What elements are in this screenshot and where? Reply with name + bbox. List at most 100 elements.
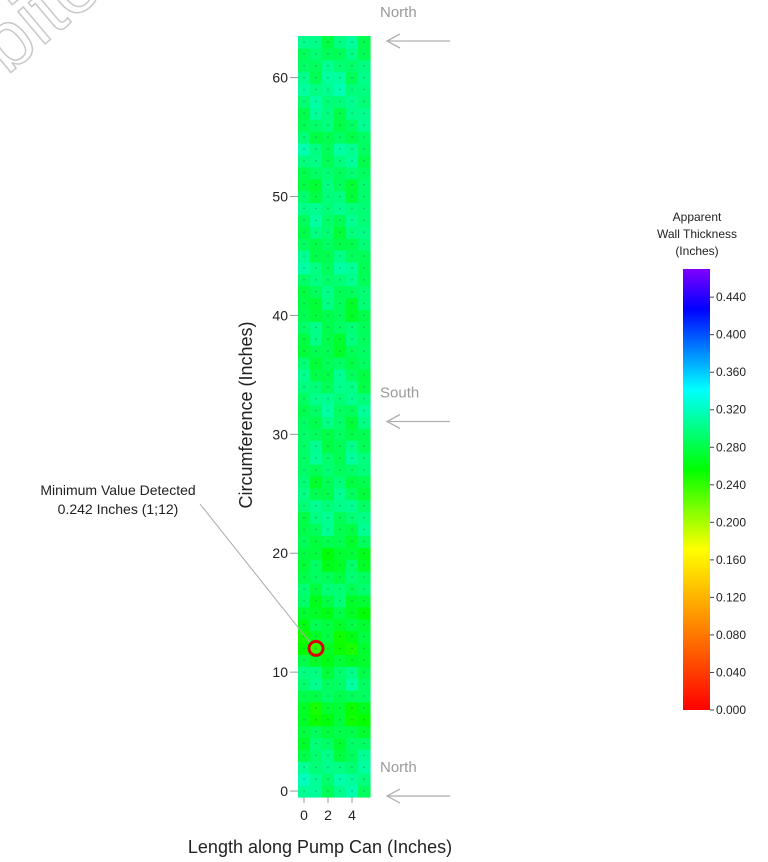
grid-dot (339, 718, 341, 721)
colorbar-tick-label: 0.240 (716, 478, 746, 492)
grid-dot (339, 374, 341, 376)
grid-dot (303, 148, 305, 150)
colorbar-tick-label: 0.400 (716, 328, 746, 342)
grid-dot (363, 528, 365, 531)
grid-dot (351, 409, 353, 412)
direction-arrow-head (385, 33, 401, 49)
grid-dot (327, 671, 329, 673)
grid-dot (315, 766, 317, 769)
grid-dot (303, 267, 305, 269)
grid-dot (339, 766, 341, 769)
grid-dot (339, 148, 341, 150)
grid-dot (327, 445, 329, 448)
measurement-grid-dots (303, 41, 365, 792)
grid-dot (351, 302, 353, 305)
grid-dot (339, 112, 341, 115)
grid-dot (339, 445, 341, 448)
grid-dot (315, 326, 317, 329)
grid-dot (351, 623, 353, 626)
grid-dot (363, 635, 365, 638)
grid-dot (339, 481, 341, 483)
grid-dot (339, 552, 341, 555)
grid-dot (351, 469, 353, 471)
grid-dot (339, 278, 341, 281)
grid-dot (327, 778, 329, 780)
grid-dot (363, 421, 365, 424)
grid-dot (363, 362, 365, 364)
grid-dot (351, 219, 353, 222)
grid-dot (363, 171, 365, 174)
grid-dot (327, 100, 329, 103)
grid-dot (363, 195, 365, 198)
grid-dot (351, 53, 353, 55)
grid-dot (303, 421, 305, 424)
grid-dot (303, 790, 305, 792)
colorbar-title-3: (Inches) (675, 244, 718, 258)
x-tick-label: 2 (324, 807, 332, 823)
grid-dot (315, 136, 317, 138)
grid-dot (315, 754, 317, 757)
grid-dot (363, 492, 365, 495)
grid-dot (315, 76, 317, 79)
grid-dot (327, 207, 329, 210)
grid-dot (303, 76, 305, 79)
direction-markers: North South North (380, 4, 450, 804)
grid-dot (339, 88, 341, 91)
grid-dot (363, 552, 365, 555)
grid-dot (363, 790, 365, 792)
colorbar-strip (683, 269, 710, 710)
grid-dot (327, 492, 329, 495)
grid-dot (303, 564, 305, 566)
grid-dot (315, 53, 317, 55)
grid-dot (327, 409, 329, 412)
grid-dot (351, 778, 353, 780)
grid-dot (363, 41, 365, 43)
grid-dot (339, 385, 341, 388)
grid-dot (339, 41, 341, 43)
colorbar-title-2: Wall Thickness (657, 227, 737, 241)
grid-dot (351, 504, 353, 507)
grid-dot (315, 362, 317, 364)
annotation-line1: Minimum Value Detected (40, 482, 195, 498)
grid-dot (303, 433, 305, 436)
grid-dot (351, 362, 353, 364)
grid-dot (339, 469, 341, 471)
grid-dot (303, 576, 305, 578)
grid-dot (339, 350, 341, 352)
grid-dot (339, 362, 341, 364)
grid-dot (363, 76, 365, 79)
grid-dot (363, 588, 365, 590)
grid-dot (315, 171, 317, 174)
grid-dot (327, 112, 329, 115)
y-tick-label: 50 (272, 189, 288, 205)
grid-dot (303, 707, 305, 709)
grid-dot (315, 124, 317, 126)
grid-dot (327, 314, 329, 317)
annotation-leader-line (199, 503, 311, 643)
grid-dot (339, 564, 341, 566)
grid-dot (327, 195, 329, 198)
grid-dot (303, 766, 305, 769)
grid-dot (327, 588, 329, 590)
grid-dot (327, 790, 329, 792)
grid-dot (303, 588, 305, 590)
grid-dot (339, 659, 341, 662)
grid-dot (339, 64, 341, 67)
grid-dot (351, 540, 353, 543)
grid-dot (327, 350, 329, 352)
grid-dot (339, 504, 341, 507)
grid-dot (351, 730, 353, 733)
grid-dot (351, 255, 353, 257)
grid-dot (315, 302, 317, 305)
grid-dot (315, 659, 317, 662)
grid-dot (363, 647, 365, 650)
grid-dot (327, 635, 329, 638)
direction-arrow-head (385, 413, 401, 430)
grid-dot (315, 350, 317, 352)
grid-dot (303, 255, 305, 257)
grid-dot (351, 148, 353, 150)
grid-dot (351, 492, 353, 495)
grid-dot (315, 540, 317, 543)
grid-dot (351, 659, 353, 662)
colorbar-ticks: 0.000 0.040 0.080 0.120 0.160 0.200 0.240 0.280… (710, 290, 746, 717)
